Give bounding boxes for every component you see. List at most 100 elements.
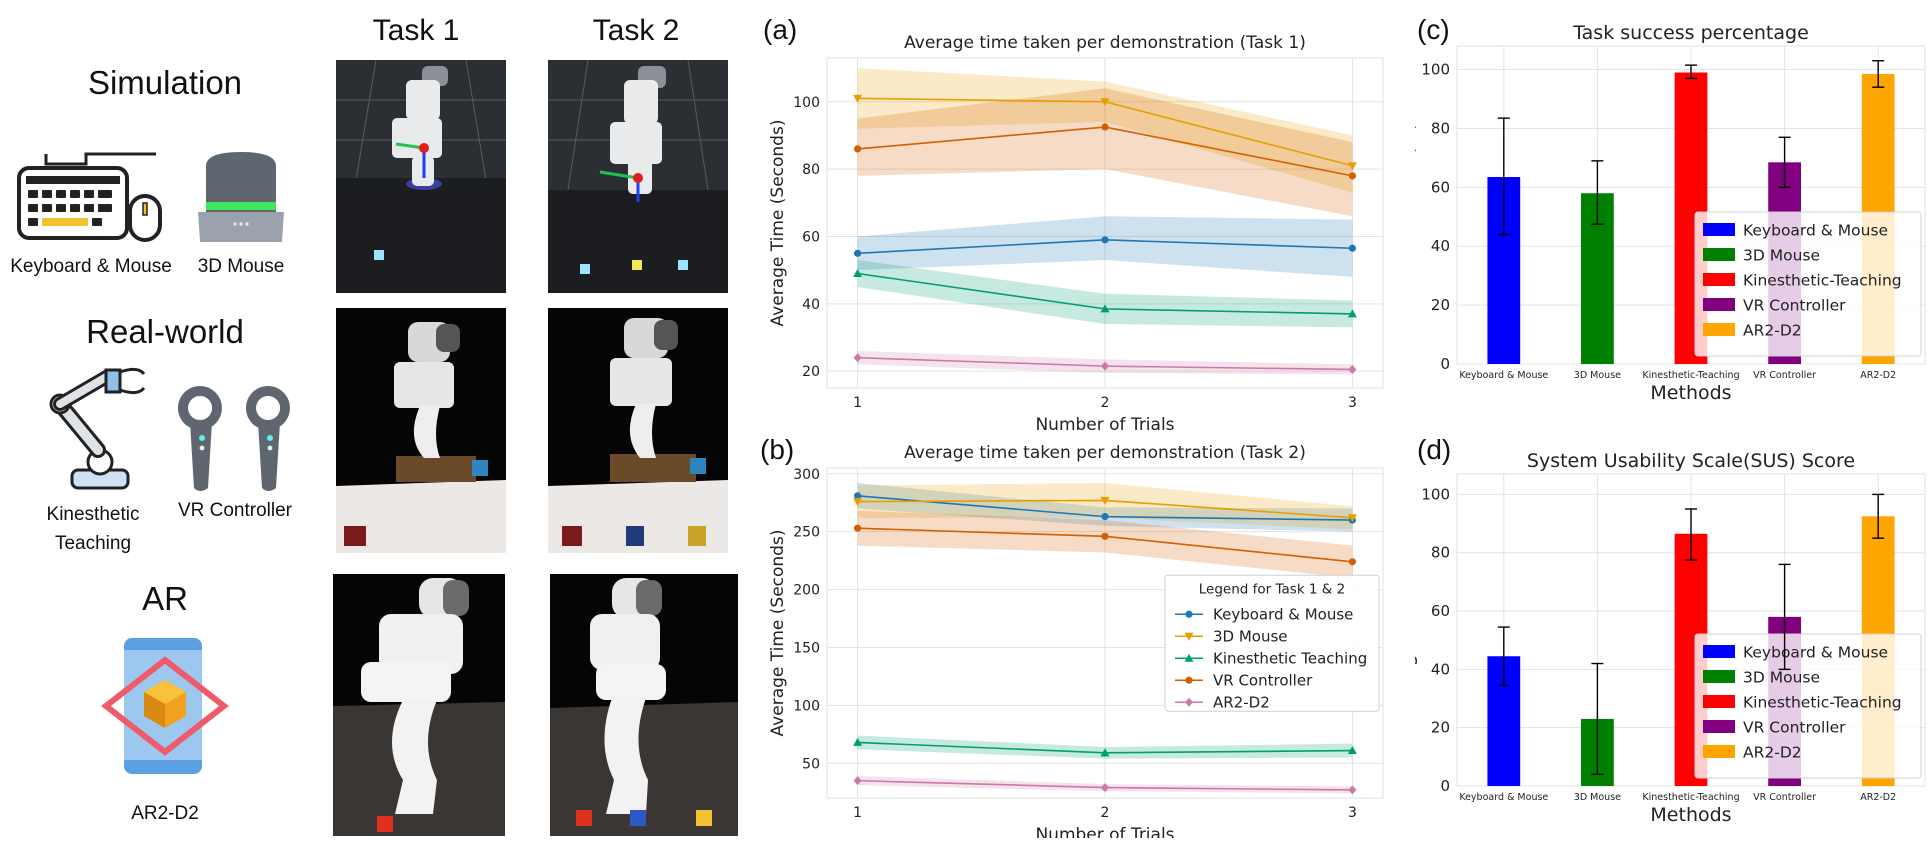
task1-simulation-photo bbox=[336, 60, 506, 293]
sus-chart-legend-item-4: AR2-D2 bbox=[1743, 744, 1802, 762]
task2-chart-legend-item-4: AR2-D2 bbox=[1213, 693, 1270, 711]
task2-chart-point bbox=[1100, 748, 1110, 757]
success-chart-ylabel: Success Rate (%) bbox=[1415, 122, 1418, 287]
success-chart-title: Task success percentage bbox=[1572, 22, 1809, 44]
task2-chart-ytick-label: 50 bbox=[802, 756, 820, 772]
task2-chart-legend-marker-2 bbox=[1184, 653, 1194, 662]
success-chart-xtick-label: AR2-D2 bbox=[1860, 370, 1896, 381]
task1-chart-point bbox=[1347, 162, 1357, 171]
task2-chart-point bbox=[853, 492, 862, 500]
task1-chart-point bbox=[1348, 364, 1357, 374]
task2-chart-legend-marker-3 bbox=[1185, 676, 1193, 684]
task1-chart-ylabel: Average Time (Seconds) bbox=[768, 120, 788, 327]
device-label-vr-controller: VR Controller bbox=[177, 500, 293, 521]
sus-chart-legend-swatch-4 bbox=[1703, 745, 1735, 758]
sus-chart-xtick-label: Keyboard & Mouse bbox=[1459, 792, 1548, 803]
sus-chart-ylabel: Average SUS Score bbox=[1415, 539, 1418, 720]
success-chart-legend-item-4: AR2-D2 bbox=[1743, 322, 1802, 340]
task2-chart-point bbox=[1347, 746, 1357, 755]
sus-score-chart: 0 20 40 60 80 100 Keyboard & Mouse 3D Mouse Kine… bbox=[1415, 450, 1926, 826]
task1-chart-ytick-label: 100 bbox=[793, 95, 820, 111]
success-chart-legend-item-1: 3D Mouse bbox=[1743, 247, 1820, 265]
success-chart-legend-box bbox=[1694, 211, 1922, 357]
sus-chart-legend-swatch-0 bbox=[1703, 645, 1735, 658]
task1-header: Task 1 bbox=[372, 14, 460, 47]
success-chart-ytick-label: 40 bbox=[1431, 237, 1450, 255]
task1-chart-band-2 bbox=[857, 260, 1353, 328]
device-label-3d-mouse: 3D Mouse bbox=[197, 256, 285, 277]
task2-chart-legend-item-3: VR Controller bbox=[1213, 671, 1313, 689]
task2-chart-band-3 bbox=[857, 510, 1353, 578]
device-label-kinesthetic-line2: Teaching bbox=[54, 533, 132, 554]
task2-chart-legend-marker-1 bbox=[1184, 632, 1194, 641]
sus-chart-xlabel: Methods bbox=[1650, 804, 1731, 826]
task1-chart-point bbox=[853, 269, 863, 278]
vr-controller-icon bbox=[177, 386, 290, 491]
success-chart-legend-item-0: Keyboard & Mouse bbox=[1743, 222, 1888, 240]
task1-realworld-photo bbox=[336, 308, 506, 553]
task1-chart-ytick-label: 20 bbox=[802, 364, 820, 380]
task1-chart-point bbox=[853, 353, 862, 363]
task2-chart-ytick-label: 300 bbox=[793, 467, 820, 483]
task2-chart-xlabel: Number of Trials bbox=[1035, 825, 1174, 838]
device-label-kinesthetic-line1: Kinesthetic bbox=[46, 504, 140, 525]
task2-chart-ytick-label: 150 bbox=[793, 640, 820, 656]
task2-chart-ytick-label: 200 bbox=[793, 583, 820, 599]
success-chart-ytick-label: 100 bbox=[1421, 61, 1450, 79]
success-chart-legend-swatch-0 bbox=[1703, 223, 1735, 236]
success-chart-ytick-label: 20 bbox=[1431, 296, 1450, 314]
sus-chart-ytick-label: 80 bbox=[1431, 544, 1450, 562]
panel-label-a: (a) bbox=[763, 14, 798, 45]
task1-chart-band-1 bbox=[857, 68, 1353, 193]
success-chart-legend-item-2: Kinesthetic-Teaching bbox=[1743, 272, 1902, 290]
task2-chart-point bbox=[1100, 496, 1110, 505]
sus-chart-xtick-label: Kinesthetic-Teaching bbox=[1642, 792, 1739, 803]
task2-chart-title: Average time taken per demonstration (Ta… bbox=[904, 443, 1306, 463]
success-chart-ytick-label: 0 bbox=[1440, 355, 1450, 373]
ar-title: AR bbox=[142, 580, 188, 617]
task1-chart-xtick-label: 3 bbox=[1348, 395, 1357, 411]
task2-chart-legend-box bbox=[1164, 574, 1380, 712]
task1-time-chart: 20 40 60 80 100 1 2 3 Average time taken per dem… bbox=[768, 33, 1384, 435]
task1-chart-xlabel: Number of Trials bbox=[1035, 415, 1174, 435]
task1-chart-point bbox=[853, 94, 863, 103]
task2-time-chart: 50 100 150 200 250 300 1 2 3 Average time taken p… bbox=[768, 443, 1384, 838]
success-chart-ytick-label: 60 bbox=[1431, 178, 1450, 196]
keyboard-mouse-icon bbox=[17, 152, 162, 242]
success-chart-xtick-label: Kinesthetic-Teaching bbox=[1642, 370, 1739, 381]
task1-chart-point bbox=[1348, 172, 1357, 180]
sus-chart-legend-swatch-3 bbox=[1703, 720, 1735, 733]
sus-chart-ytick-label: 100 bbox=[1421, 485, 1450, 503]
success-chart-xtick-label: VR Controller bbox=[1753, 370, 1816, 381]
task1-chart-point bbox=[1100, 304, 1110, 313]
success-chart-legend-item-3: VR Controller bbox=[1743, 297, 1846, 315]
real-world-title: Real-world bbox=[86, 313, 244, 350]
task1-chart-point bbox=[1347, 309, 1357, 318]
sus-chart-legend-swatch-2 bbox=[1703, 695, 1735, 708]
success-chart-legend-swatch-4 bbox=[1703, 323, 1735, 336]
success-chart-legend-swatch-2 bbox=[1703, 273, 1735, 286]
sus-chart-legend-box bbox=[1694, 633, 1922, 779]
task2-chart-point bbox=[1101, 783, 1109, 793]
device-label-keyboard-mouse: Keyboard & Mouse bbox=[10, 256, 172, 277]
task1-chart-point bbox=[1101, 236, 1109, 244]
task2-chart-legend-title: Legend for Task 1 & 2 bbox=[1199, 581, 1345, 597]
task2-chart-point bbox=[1347, 514, 1357, 523]
task2-chart-point bbox=[1348, 785, 1357, 795]
robot-arm-icon bbox=[49, 367, 146, 490]
sus-chart-ytick-label: 20 bbox=[1431, 719, 1450, 737]
device-label-kinesthetic: Kinesthetic Teaching bbox=[28, 500, 158, 558]
sus-chart-legend-item-0: Keyboard & Mouse bbox=[1743, 644, 1888, 662]
task2-chart-xtick-label: 3 bbox=[1348, 805, 1357, 821]
task1-chart-band-3 bbox=[857, 88, 1353, 217]
task2-chart-legend-marker-4 bbox=[1185, 697, 1193, 707]
task2-chart-legend-marker-0 bbox=[1185, 610, 1193, 618]
success-chart-ytick-label: 80 bbox=[1431, 119, 1450, 137]
success-chart-legend-swatch-3 bbox=[1703, 298, 1735, 311]
sus-chart-xtick-label: VR Controller bbox=[1753, 792, 1816, 803]
task1-chart-title: Average time taken per demonstration (Ta… bbox=[904, 33, 1306, 53]
task1-chart-ytick-label: 60 bbox=[802, 229, 820, 245]
sus-chart-ytick-label: 60 bbox=[1431, 602, 1450, 620]
task2-chart-point bbox=[1348, 558, 1357, 566]
sus-chart-ytick-label: 40 bbox=[1431, 660, 1450, 678]
